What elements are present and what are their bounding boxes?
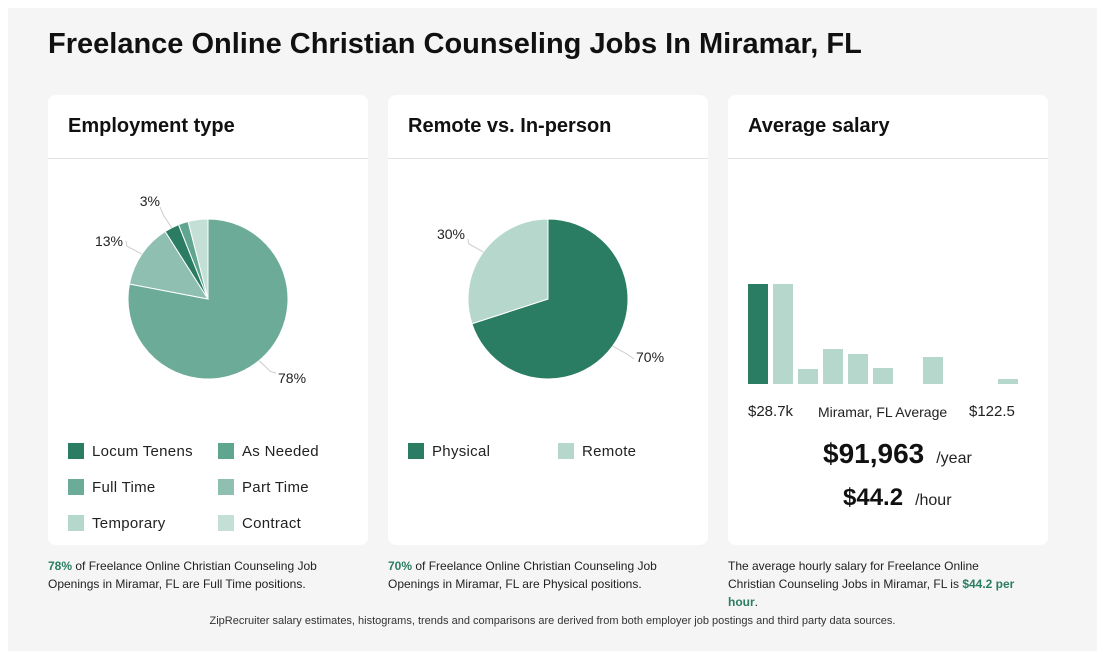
remote-vs-in-person-title: Remote vs. In-person: [408, 115, 612, 137]
caption-highlight: 70%: [388, 559, 413, 573]
yearly-salary-value: $91,963: [823, 438, 925, 469]
legend-swatch: [68, 479, 84, 495]
caption-text: of Freelance Online Christian Counseling…: [48, 559, 317, 591]
legend-swatch: [218, 515, 234, 531]
caption-highlight: $44.2 per hour: [728, 577, 1015, 609]
legend-item-full-time: Full Time: [68, 477, 156, 497]
pie-leader-line: [125, 240, 143, 255]
legend-item-physical: Physical: [408, 441, 490, 461]
legend-item-locum-tenens: Locum Tenens: [68, 441, 193, 461]
legend-label: Temporary: [92, 514, 166, 532]
remote-vs-in-person-pie-chart: 70% 30%: [437, 218, 664, 380]
legend-swatch: [558, 443, 574, 459]
hourly-salary-unit: /hour: [915, 492, 952, 509]
average-salary-title: Average salary: [748, 115, 890, 137]
legend-item-remote: Remote: [558, 441, 636, 461]
pie-data-label: 78%: [278, 370, 306, 386]
employment-type-pie-chart: 78% 13% 3%: [95, 193, 306, 386]
pie-data-label: 30%: [437, 226, 465, 242]
pie-leader-line: [258, 360, 277, 374]
legend-swatch: [408, 443, 424, 459]
histogram-bar: [998, 379, 1018, 384]
page-title: Freelance Online Christian Counseling Jo…: [48, 28, 862, 60]
histogram-min-label: $28.7k: [748, 403, 794, 420]
employment-caption: 78% of Freelance Online Christian Counse…: [48, 557, 348, 593]
legend-item-contract: Contract: [218, 513, 301, 533]
histogram-bar: [823, 349, 843, 384]
histogram-bar: [848, 354, 868, 384]
legend-label: Locum Tenens: [92, 442, 193, 460]
histogram-bar: [798, 369, 818, 384]
legend-label: Contract: [242, 514, 302, 532]
card-divider: [48, 158, 368, 159]
histogram-bar: [748, 284, 768, 384]
pie-data-label: 70%: [636, 349, 664, 365]
footer-disclaimer: ZipRecruiter salary estimates, histogram…: [209, 615, 896, 627]
hourly-salary-value: $44.2: [843, 484, 904, 511]
yearly-salary-unit: /year: [936, 450, 972, 467]
legend-label: Physical: [432, 442, 491, 460]
legend-swatch: [68, 443, 84, 459]
pie-leader-line: [467, 238, 484, 253]
histogram-bar: [923, 357, 943, 384]
caption-end: .: [754, 595, 759, 609]
histogram-average-label: Miramar, FL Average: [818, 404, 948, 420]
legend-swatch: [68, 515, 84, 531]
average-salary-card: Average salary $28.7k Miramar, FL Averag…: [728, 95, 1048, 545]
histogram-bar: [873, 368, 893, 384]
legend-swatch: [218, 479, 234, 495]
legend-label: Part Time: [242, 478, 309, 496]
pie-leader-line: [612, 345, 635, 360]
caption-text: of Freelance Online Christian Counseling…: [388, 559, 657, 591]
histogram-max-label: $122.5: [969, 403, 1015, 420]
remote-vs-in-person-card: Remote vs. In-person 70% 30% Physical Rem…: [388, 95, 708, 545]
pie-slice-part-time: [128, 230, 210, 300]
pie-data-label: 3%: [140, 193, 160, 209]
salary-caption: The average hourly salary for Freelance …: [728, 557, 1028, 611]
remote-caption: 70% of Freelance Online Christian Counse…: [388, 557, 688, 593]
card-divider: [388, 158, 708, 159]
pie-slice-remote: [467, 218, 549, 325]
caption-text: The average hourly salary for Freelance …: [728, 559, 979, 591]
card-divider: [728, 158, 1048, 159]
legend-item-temporary: Temporary: [68, 513, 166, 533]
employment-type-title: Employment type: [68, 115, 235, 137]
legend-item-as-needed: As Needed: [218, 441, 319, 461]
legend-label: Remote: [582, 442, 637, 460]
employment-type-card: Employment type 78% 13% 3% Locum Tenens As…: [48, 95, 368, 545]
yearly-salary: $91,963 /year: [823, 438, 972, 470]
salary-histogram: [748, 284, 1018, 384]
pie-leader-line: [159, 206, 173, 228]
legend-label: As Needed: [242, 442, 319, 460]
pie-slice-contract: [187, 218, 209, 300]
pie-data-label: 13%: [95, 233, 123, 249]
hourly-salary: $44.2 /hour: [843, 484, 952, 512]
histogram-bar: [773, 284, 793, 384]
caption-highlight: 78%: [48, 559, 73, 573]
legend-label: Full Time: [92, 478, 156, 496]
legend-swatch: [218, 443, 234, 459]
legend-item-part-time: Part Time: [218, 477, 309, 497]
